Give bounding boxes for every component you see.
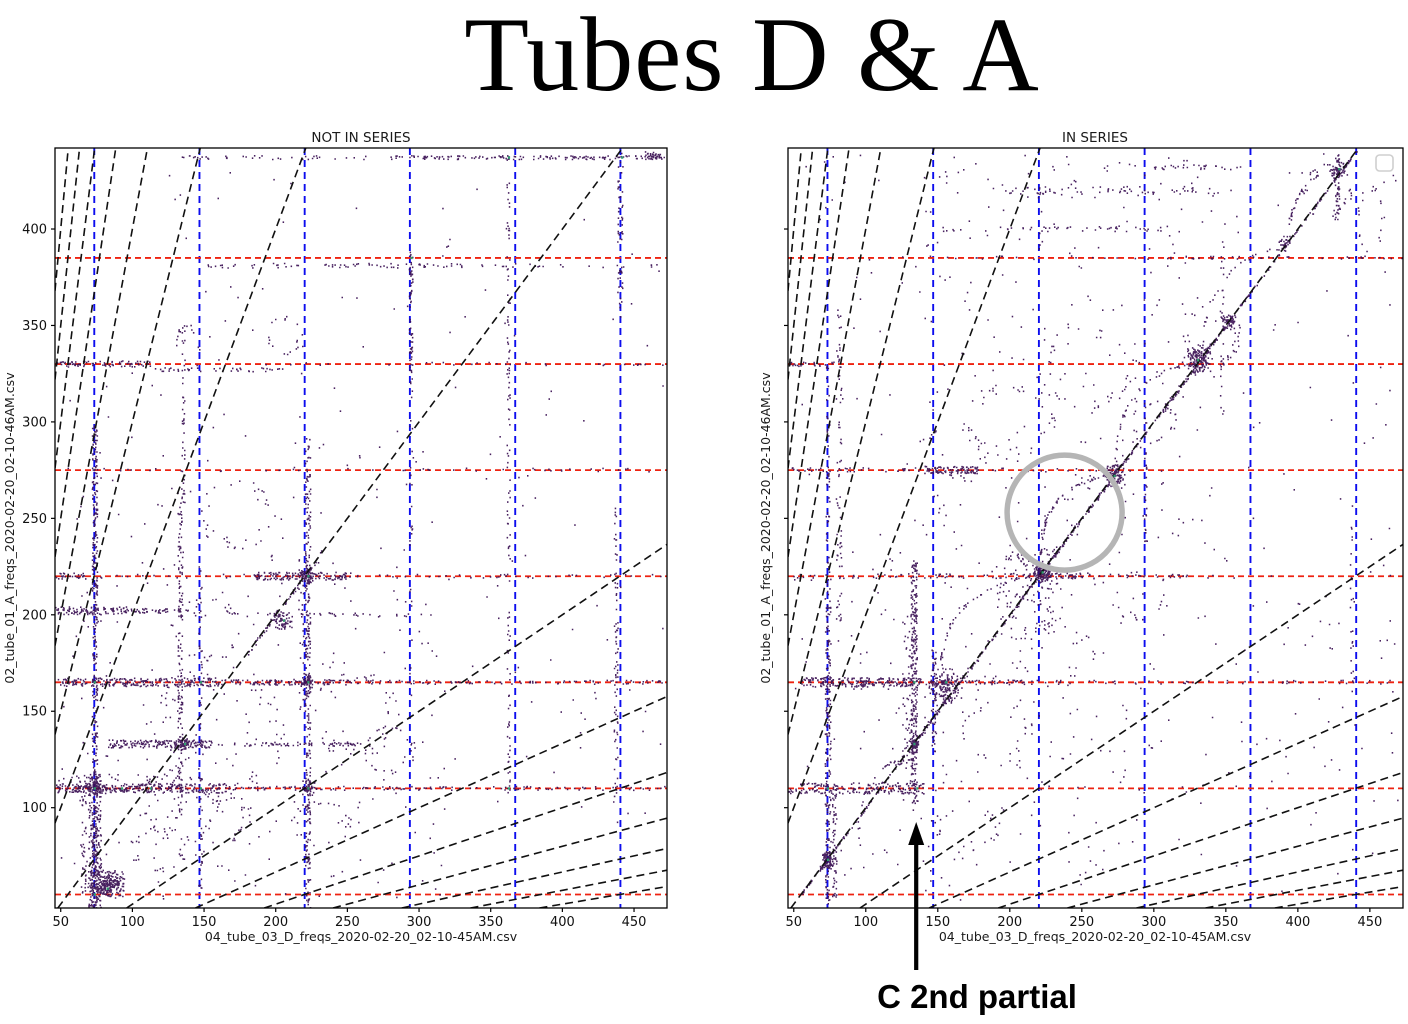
density-hotspots	[93, 156, 624, 896]
x-tick-label: 200	[263, 915, 288, 930]
y-tick-label: 400	[22, 223, 47, 238]
right-y-axis-label: 02_tube_01_A_freqs_2020-02-20_02-10-46AM…	[758, 372, 773, 684]
y-tick-label: 250	[22, 512, 47, 527]
scatter-plot-not-in-series: NOT IN SERIES 04_tube_03_D_freqs_2020-02…	[0, 128, 704, 1024]
ratio-lines	[55, 148, 667, 908]
x-tick-label: 200	[997, 915, 1022, 930]
harmonic-gridlines	[788, 148, 1403, 908]
y-tick-label: 300	[22, 415, 47, 430]
left-y-axis-label: 02_tube_01_A_freqs_2020-02-20_02-10-46AM…	[2, 372, 17, 684]
harmonic-gridlines	[55, 148, 667, 908]
x-tick-label: 50	[52, 915, 69, 930]
left-plot-title: NOT IN SERIES	[311, 130, 410, 146]
arrow-annotation-head	[908, 822, 925, 845]
density-hotspots	[826, 168, 1341, 861]
x-tick-label: 250	[1069, 915, 1094, 930]
x-tick-label: 150	[925, 915, 950, 930]
scatter-points	[788, 151, 1403, 905]
axis-ticks: 50 100 150 200 250 300 350 400 450	[784, 228, 1382, 930]
x-tick-label: 300	[1141, 915, 1166, 930]
left-x-axis-label: 04_tube_03_D_freqs_2020-02-20_02-10-45AM…	[205, 929, 518, 944]
right-x-axis-label: 04_tube_03_D_freqs_2020-02-20_02-10-45AM…	[939, 929, 1252, 944]
x-tick-label: 450	[622, 915, 647, 930]
page-title: Tubes D & A	[464, 0, 1040, 113]
x-tick-label: 400	[550, 915, 575, 930]
x-tick-label: 250	[335, 915, 360, 930]
x-tick-label: 400	[1285, 915, 1310, 930]
x-tick-label: 300	[407, 915, 432, 930]
scatter-points	[55, 151, 666, 908]
x-tick-label: 350	[478, 915, 503, 930]
legend-box	[1375, 154, 1394, 172]
x-tick-label: 100	[120, 915, 145, 930]
x-tick-label: 350	[1213, 915, 1238, 930]
annotations-layer: C 2nd partial	[877, 154, 1394, 1015]
annotation-label: C 2nd partial	[877, 978, 1077, 1015]
x-tick-label: 50	[785, 915, 802, 930]
scatter-plot-in-series: IN SERIES 04_tube_03_D_freqs_2020-02-20_…	[704, 128, 1408, 1024]
plot-spines	[54, 147, 668, 909]
x-tick-label: 150	[192, 915, 217, 930]
right-plot-title: IN SERIES	[1062, 130, 1128, 146]
ratio-lines	[788, 148, 1403, 908]
circle-annotation	[1004, 452, 1125, 573]
x-tick-label: 100	[853, 915, 878, 930]
plot-spines	[787, 147, 1404, 909]
right-plot-svg: IN SERIES 04_tube_03_D_freqs_2020-02-20_…	[758, 130, 1404, 1015]
axis-ticks: 50 100 150 200 250 300 350 400 450 100 150 200 250 30…	[22, 223, 646, 930]
y-tick-label: 100	[22, 801, 47, 816]
left-plot-svg: NOT IN SERIES 04_tube_03_D_freqs_2020-02…	[2, 130, 668, 944]
x-tick-label: 450	[1357, 915, 1382, 930]
y-tick-label: 200	[22, 608, 47, 623]
y-tick-label: 350	[22, 319, 47, 334]
y-tick-label: 150	[22, 705, 47, 720]
